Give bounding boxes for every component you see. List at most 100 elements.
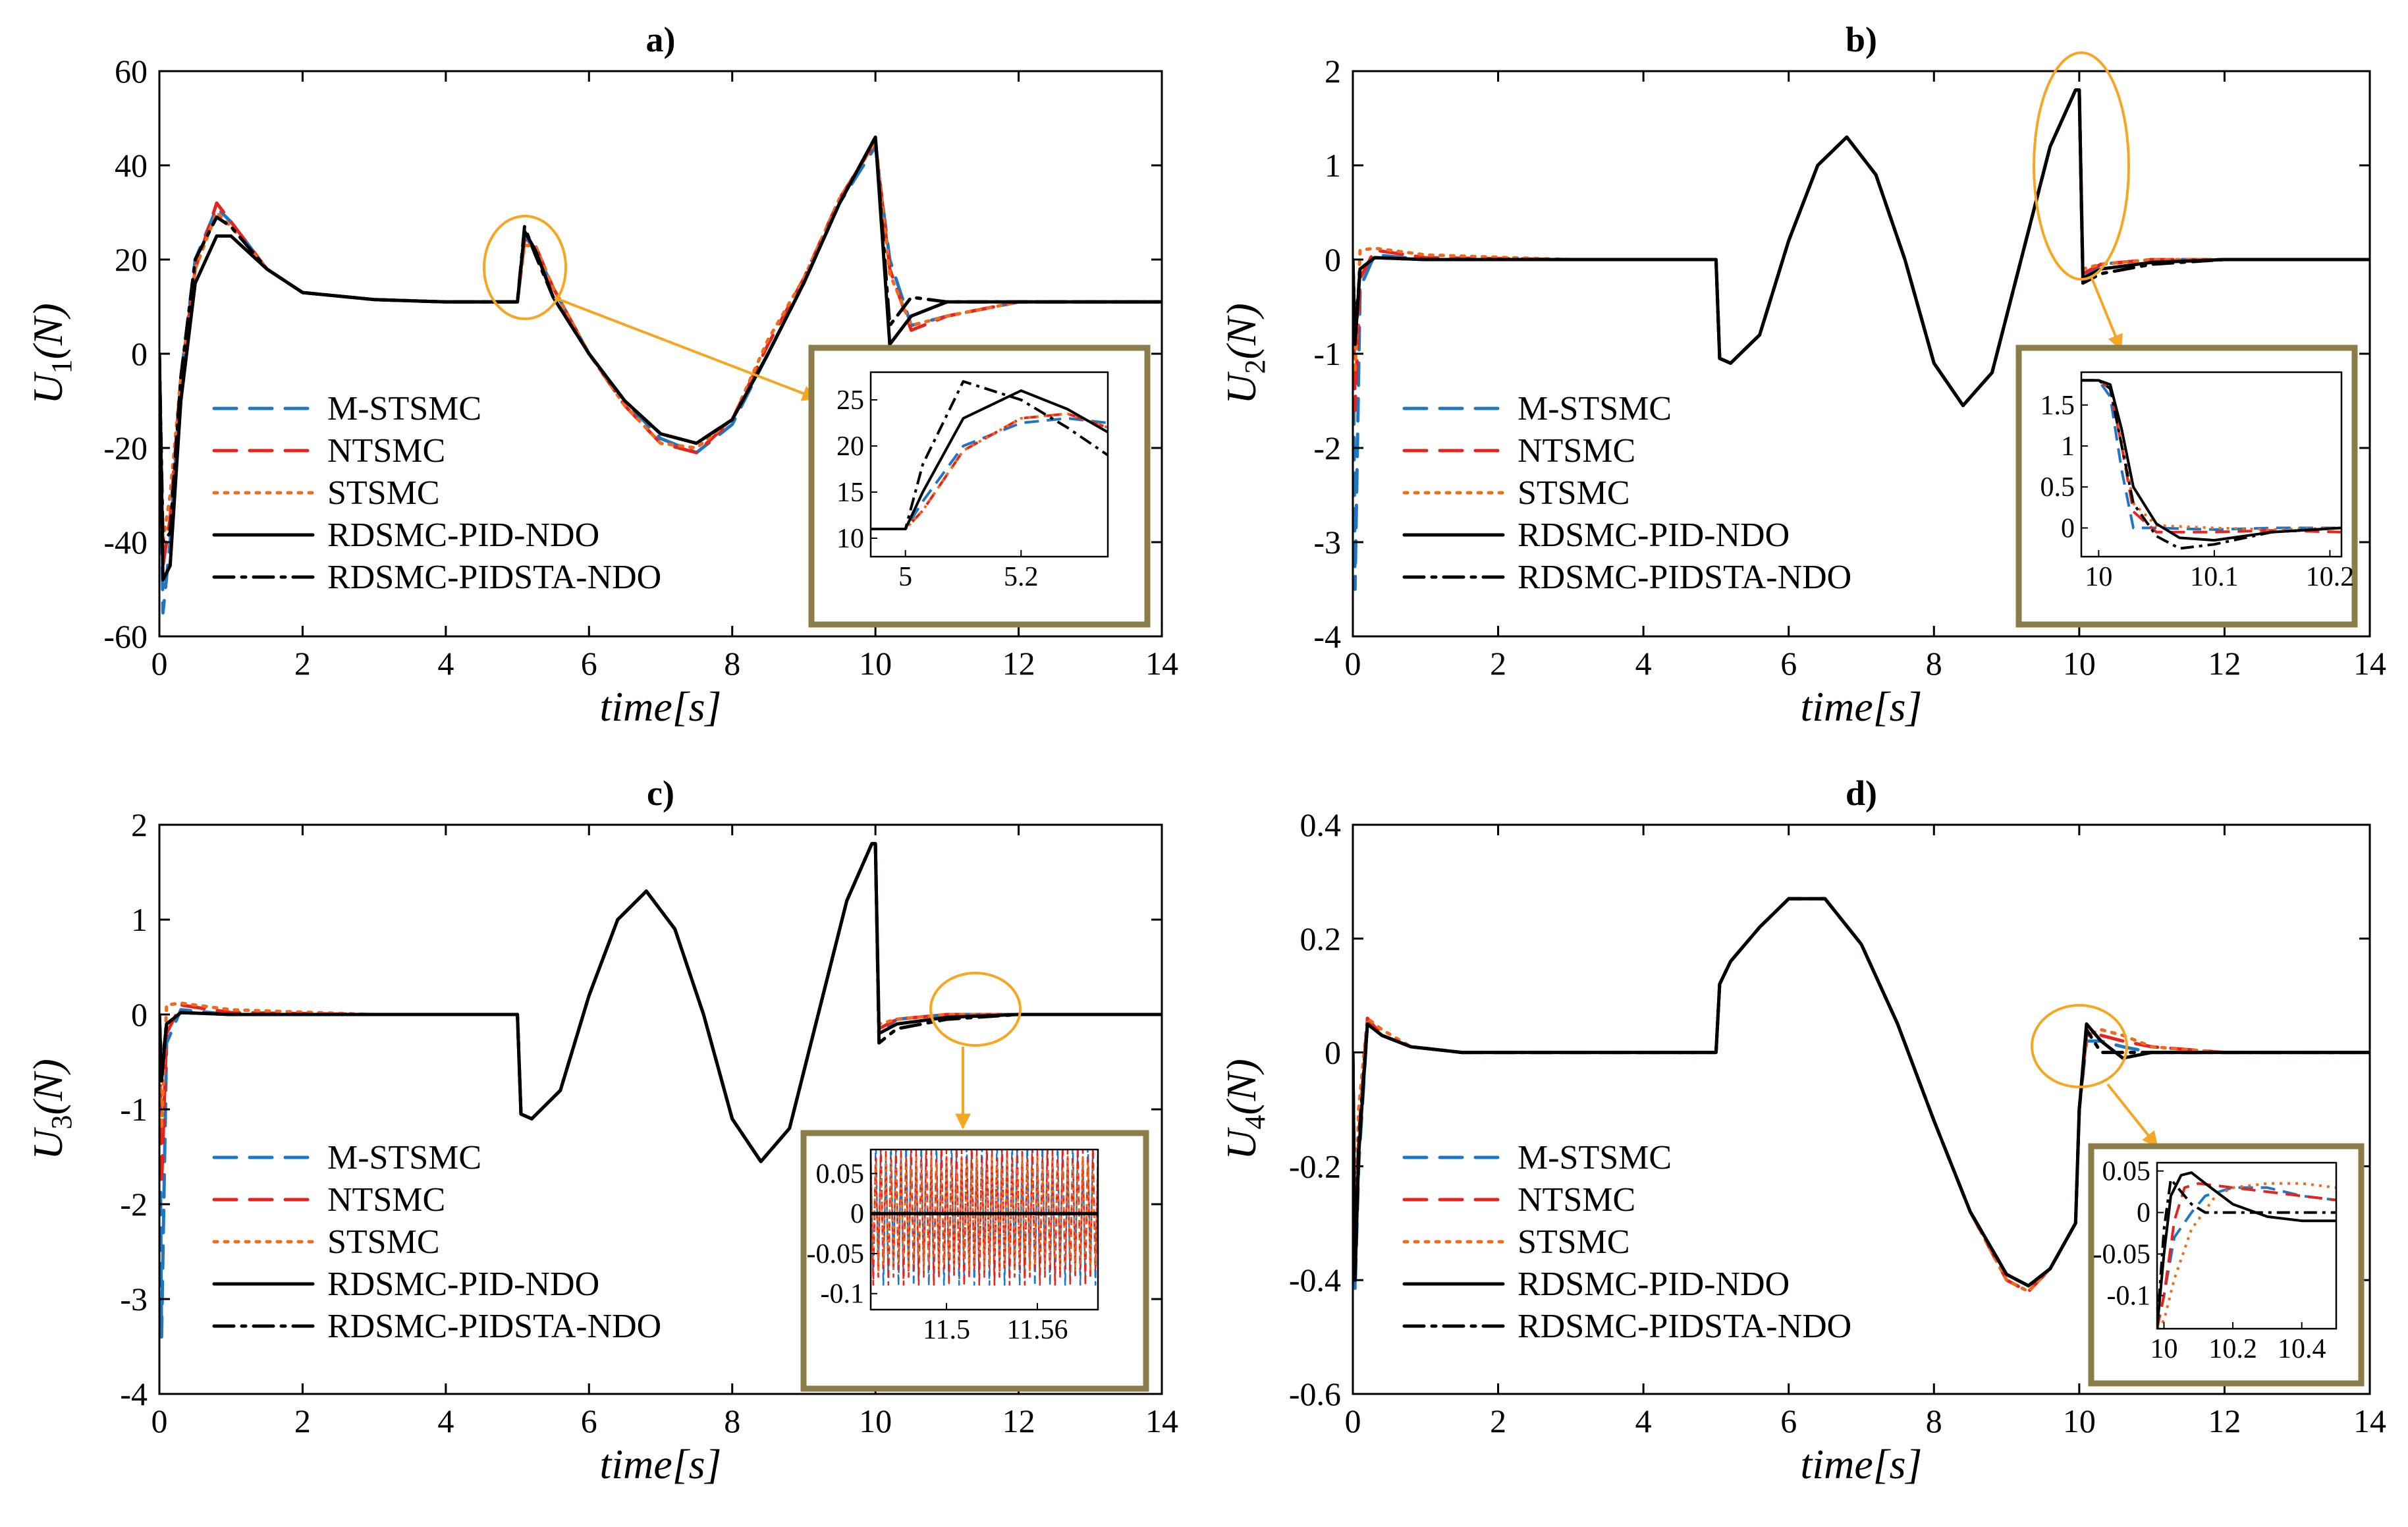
y-tick-label: 0: [131, 996, 148, 1033]
inset-y-tick-label: 0.05: [816, 1159, 865, 1189]
x-tick-label: 12: [1002, 645, 1035, 682]
zoom-callout-ellipse: [929, 972, 1022, 1047]
y-axis-label-unit: (N): [24, 1059, 71, 1115]
series-line-stsmc: [1353, 897, 2370, 1293]
y-axis-label-subscript: 1: [45, 360, 78, 374]
inset-series-line-rdsmc-pidsta-ndo: [871, 380, 1108, 530]
x-tick-label: 0: [1345, 1402, 1361, 1439]
legend-entry: RDSMC-PIDSTA-NDO: [327, 559, 661, 596]
x-tick-label: 4: [437, 645, 454, 682]
x-tick-label: 8: [1926, 645, 1942, 682]
inset-axes-box: [2080, 371, 2343, 558]
y-axis-label: U2(N): [1218, 303, 1271, 404]
y-tick-label: 20: [115, 241, 148, 278]
inset-series-line-ntsmc: [2157, 1182, 2336, 1329]
inset-x-tick-label: 5: [898, 562, 912, 592]
x-tick-label: 2: [1490, 645, 1506, 682]
panel-title: d): [1846, 773, 1877, 813]
y-axis-label-main: U: [24, 372, 71, 404]
inset-y-tick-label: 1: [2061, 431, 2075, 462]
y-axis-label-main: U: [1218, 372, 1265, 404]
y-tick-label: 1: [131, 901, 148, 938]
x-tick-label: 4: [437, 1402, 454, 1439]
legend-entry: M-STSMC: [1518, 1139, 1672, 1177]
x-tick-label: 10: [2063, 645, 2096, 682]
y-tick-label: -0.6: [1289, 1375, 1341, 1412]
legend-entry: STSMC: [1518, 474, 1630, 512]
inset-y-tick-label: 0: [850, 1199, 864, 1229]
chart-panel-4: 0 2 4 6 8 10 12 14 -0.6 -0.4 -0.2 0 0.2 0.4 d) time[s] U…: [1218, 773, 2386, 1487]
y-axis-label: U4(N): [1218, 1059, 1271, 1160]
x-tick-label: 10: [2063, 1402, 2096, 1439]
chart-panel-2: 0 2 4 6 8 10 12 14-4-3-2-1012b)time[s]U2(N)M-ST…: [1218, 20, 2386, 730]
y-axis-label: U3(N): [24, 1059, 78, 1160]
inset-y-tick-label: 25: [836, 385, 864, 416]
y-tick-label: -4: [120, 1375, 148, 1412]
inset-series-line-rdsmc-pid-ndo: [2081, 379, 2341, 542]
x-tick-label: 6: [581, 645, 597, 682]
legend-entry: NTSMC: [1518, 1181, 1635, 1219]
y-axis-label-subscript: 4: [1239, 1115, 1271, 1130]
y-tick-label: 1: [1325, 147, 1341, 184]
y-tick-label: 0: [1325, 241, 1341, 278]
inset-series-line-stsmc: [871, 412, 1108, 530]
inset-axes-box: [2156, 1161, 2338, 1330]
zoom-callout-arrow: [2090, 276, 2123, 351]
inset-zoom: 10 10.1 10.2 0 0.5 1 1.5: [2015, 345, 2358, 628]
inset-x-tick-label: 10: [2150, 1334, 2177, 1364]
inset-series-line-stsmc: [871, 1155, 1098, 1271]
legend-entry: RDSMC-PID-NDO: [1518, 1265, 1790, 1303]
legend-entry: RDSMC-PID-NDO: [327, 1265, 599, 1303]
x-tick-label: 12: [1002, 1402, 1035, 1439]
series-line-rdsmc-pidsta-ndo: [1353, 88, 2370, 408]
y-tick-label: 0: [1325, 1034, 1341, 1071]
y-tick-label: -2: [1313, 430, 1341, 466]
zoom-callout-ellipse: [483, 215, 567, 320]
x-tick-label: 8: [724, 1402, 740, 1439]
chart-panel-3: 0 2 4 6 8 10 12 14-4-3-2-1012c)time[s]U3(N)M-ST…: [24, 773, 1178, 1487]
y-axis-label-subscript: 3: [45, 1115, 78, 1130]
x-axis-label: time[s]: [600, 1441, 722, 1487]
panel-title: c): [647, 773, 674, 813]
x-tick-label: 2: [294, 645, 311, 682]
y-axis-label: U1(N): [24, 303, 78, 404]
x-tick-label: 14: [2353, 645, 2386, 682]
inset-y-tick-label: -0.05: [2093, 1240, 2151, 1270]
x-tick-label: 10: [859, 1402, 892, 1439]
y-axis-label-main: U: [24, 1127, 71, 1160]
y-axis-label-unit: (N): [24, 303, 71, 359]
zoom-callout-ellipse: [2031, 1004, 2128, 1088]
legend: M-STSMC NTSMC STSMC RDSMC-PID-NDO RDSMC-PIDS…: [212, 1139, 661, 1345]
inset-x-tick-label: 11.56: [1007, 1315, 1068, 1345]
panel-title: b): [1846, 20, 1877, 59]
legend-entry: M-STSMC: [327, 1139, 481, 1177]
legend-entry: RDSMC-PIDSTA-NDO: [1518, 1308, 1851, 1345]
legend-entry: RDSMC-PID-NDO: [327, 516, 599, 554]
inset-frame: [2088, 1143, 2365, 1387]
y-tick-label: -3: [1313, 524, 1341, 561]
x-tick-label: 12: [2208, 645, 2241, 682]
y-axis-label-unit: (N): [1218, 1059, 1265, 1115]
inset-y-tick-label: 0: [2061, 513, 2075, 543]
legend-entry: STSMC: [1518, 1223, 1630, 1261]
y-tick-label: -3: [120, 1281, 148, 1318]
y-tick-label: -40: [103, 524, 148, 561]
inset-y-tick-label: 1.5: [2040, 391, 2075, 421]
legend-entry: RDSMC-PIDSTA-NDO: [327, 1308, 661, 1345]
x-tick-label: 4: [1635, 645, 1652, 682]
inset-y-tick-label: 15: [836, 478, 864, 508]
x-axis-label: time[s]: [600, 683, 722, 730]
legend-entry: RDSMC-PIDSTA-NDO: [1518, 559, 1851, 596]
inset-x-tick-label: 10.2: [2208, 1334, 2257, 1364]
inset-series-line-rdsmc-pid-ndo: [2157, 1171, 2336, 1329]
y-tick-label: 2: [1325, 53, 1341, 90]
inset-x-tick-label: 10.1: [2190, 562, 2239, 592]
inset-y-tick-label: 0.5: [2040, 472, 2075, 503]
legend: M-STSMC NTSMC STSMC RDSMC-PID-NDO RDSMC-PIDS…: [212, 390, 661, 596]
panel-title: a): [646, 20, 676, 59]
x-tick-label: 0: [151, 645, 168, 682]
y-tick-label: -1: [120, 1091, 148, 1128]
x-tick-label: 8: [1926, 1402, 1942, 1439]
x-tick-label: 6: [1780, 645, 1797, 682]
